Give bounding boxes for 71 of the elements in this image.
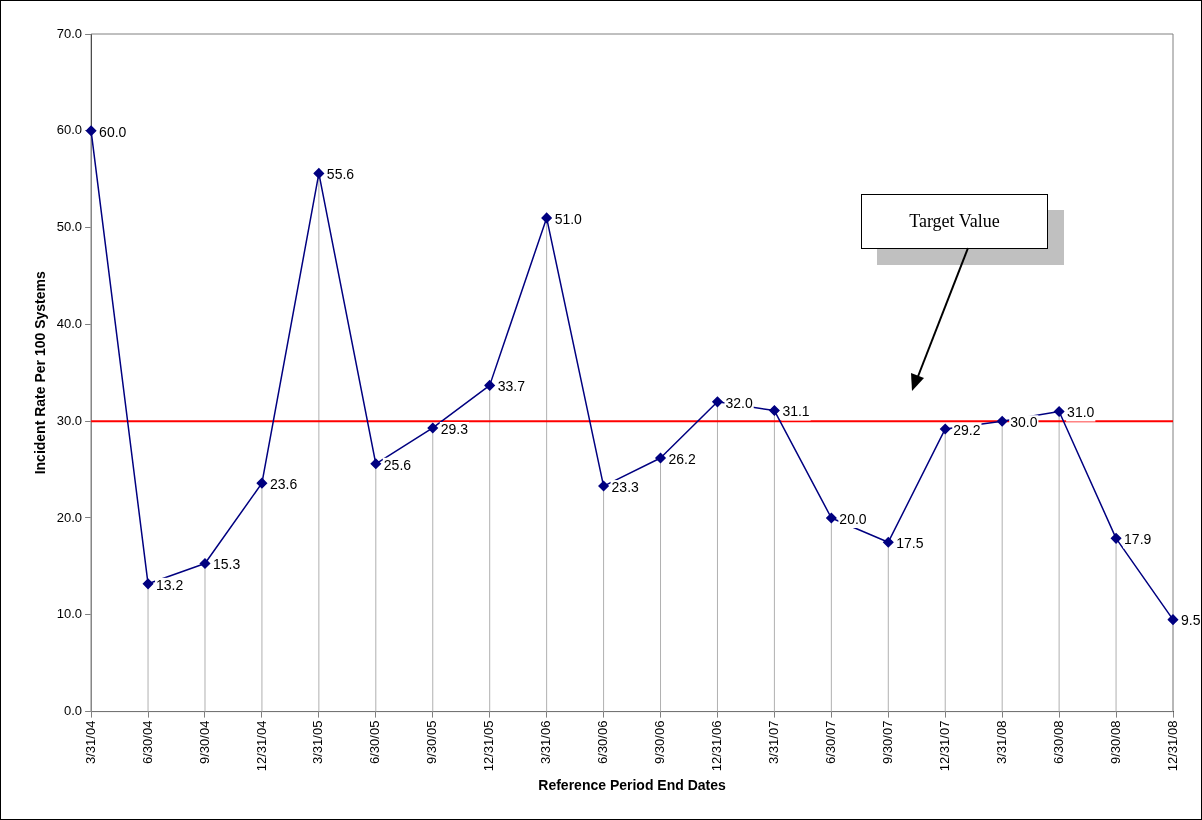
- x-tick-label: 3/31/05: [310, 720, 326, 764]
- x-tick-label: 9/30/08: [1107, 720, 1123, 764]
- point: [142, 578, 154, 590]
- point: [427, 422, 438, 434]
- point: [996, 415, 1008, 427]
- y-tick-label: 0.0: [64, 703, 83, 719]
- x-axis-title: Reference Period End Dates: [538, 777, 727, 794]
- y-tick-label: 20.0: [56, 509, 83, 525]
- x-tick-label: 6/30/05: [367, 720, 383, 764]
- x-tick-label: 9/30/06: [652, 720, 668, 764]
- data-label: 23.6: [269, 476, 298, 493]
- data-label: 33.7: [497, 378, 526, 395]
- point: [712, 396, 723, 408]
- x-tick-label: 6/30/07: [822, 720, 838, 764]
- data-label: 13.2: [156, 576, 184, 593]
- point: [199, 558, 211, 569]
- x-tick-label: 12/31/06: [709, 720, 725, 772]
- y-tick-label: 50.0: [56, 219, 83, 235]
- y-tick-label: 10.0: [56, 606, 83, 622]
- y-axis-title: Incident Rate Per 100 Systems: [32, 271, 49, 475]
- point: [1053, 406, 1065, 417]
- data-label: 15.3: [212, 556, 241, 573]
- point: [598, 480, 609, 492]
- point: [883, 536, 894, 548]
- point: [370, 458, 382, 470]
- data-label: 9.5: [1181, 612, 1201, 629]
- data-label: 20.0: [839, 510, 867, 527]
- x-tick-label: 12/31/04: [253, 720, 269, 772]
- data-label: 26.2: [668, 450, 696, 467]
- data-label: 29.2: [953, 421, 981, 438]
- data-label: 32.0: [725, 394, 753, 411]
- data-label: 29.3: [440, 420, 469, 437]
- y-tick-label: 40.0: [56, 315, 83, 331]
- point: [939, 423, 951, 435]
- data-label: 31.1: [782, 403, 810, 420]
- point: [1110, 533, 1122, 544]
- point: [85, 125, 97, 137]
- data-label: 31.0: [1067, 404, 1095, 421]
- y-tick-label: 70.0: [56, 25, 83, 41]
- point: [655, 452, 666, 464]
- point: [541, 212, 552, 224]
- data-label: 25.6: [383, 456, 412, 473]
- x-tick-label: 12/31/08: [1164, 720, 1180, 772]
- data-label: 60.0: [99, 123, 127, 140]
- data-label: 55.6: [326, 166, 355, 183]
- x-tick-label: 9/30/05: [424, 720, 440, 764]
- point: [313, 168, 325, 179]
- point: [826, 512, 837, 524]
- x-tick-label: 12/31/05: [481, 720, 497, 772]
- x-tick-label: 6/30/08: [1050, 720, 1066, 764]
- data-label: 51.0: [554, 210, 583, 227]
- point: [484, 380, 495, 391]
- x-tick-label: 3/31/06: [538, 720, 554, 764]
- data-label: 30.0: [1010, 414, 1038, 431]
- x-tick-label: 12/31/07: [936, 720, 952, 772]
- data-label: 17.9: [1124, 531, 1152, 548]
- x-tick-label: 6/30/04: [139, 720, 155, 764]
- point: [1167, 614, 1179, 625]
- data-label: 17.5: [896, 535, 924, 552]
- x-tick-label: 6/30/06: [595, 720, 611, 764]
- x-tick-label: 3/31/04: [82, 720, 98, 764]
- y-tick-label: 60.0: [56, 122, 83, 138]
- x-tick-label: 9/30/07: [879, 720, 895, 764]
- x-tick-label: 3/31/07: [765, 720, 781, 764]
- point: [769, 405, 780, 416]
- x-tick-label: 9/30/04: [196, 720, 212, 764]
- y-tick-label: 30.0: [56, 412, 83, 428]
- annotation: Target Value: [861, 194, 1048, 249]
- data-label: 23.3: [611, 478, 640, 495]
- x-tick-label: 3/31/08: [993, 720, 1009, 764]
- point: [256, 477, 268, 489]
